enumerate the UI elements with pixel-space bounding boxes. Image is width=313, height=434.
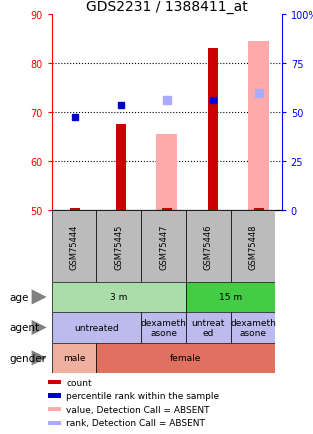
Bar	[231, 312, 275, 343]
Text: dexameth
asone: dexameth asone	[230, 318, 276, 337]
Text: GSM75444: GSM75444	[69, 224, 79, 269]
Bar	[48, 407, 61, 411]
Text: male: male	[63, 354, 85, 362]
Bar	[96, 343, 275, 373]
Bar	[96, 210, 141, 282]
Bar	[115, 125, 126, 210]
Bar	[254, 208, 264, 210]
Bar	[141, 312, 186, 343]
Text: GSM75446: GSM75446	[204, 224, 213, 269]
Polygon shape	[32, 351, 47, 365]
Bar	[69, 208, 80, 210]
Text: value, Detection Call = ABSENT: value, Detection Call = ABSENT	[66, 405, 210, 414]
Text: dexameth
asone: dexameth asone	[141, 318, 187, 337]
Bar	[141, 210, 186, 282]
Text: gender: gender	[9, 353, 46, 363]
Text: agent: agent	[9, 323, 39, 332]
Bar	[231, 210, 275, 282]
Polygon shape	[32, 290, 47, 305]
Bar	[52, 312, 141, 343]
Text: percentile rank within the sample: percentile rank within the sample	[66, 391, 219, 400]
Text: GSM75448: GSM75448	[249, 224, 258, 269]
Title: GDS2231 / 1388411_at: GDS2231 / 1388411_at	[86, 0, 248, 14]
Text: age: age	[9, 293, 29, 302]
Bar	[52, 343, 96, 373]
Bar	[208, 49, 218, 210]
Text: untreated: untreated	[74, 323, 119, 332]
Bar	[48, 380, 61, 385]
Bar	[52, 282, 186, 312]
Bar	[186, 210, 231, 282]
Bar	[48, 394, 61, 398]
Text: female: female	[170, 354, 202, 362]
Text: rank, Detection Call = ABSENT: rank, Detection Call = ABSENT	[66, 418, 205, 427]
Text: count: count	[66, 378, 92, 387]
Text: 15 m: 15 m	[219, 293, 242, 302]
Bar	[162, 208, 172, 210]
Bar	[52, 210, 96, 282]
Bar	[156, 135, 177, 210]
Bar	[186, 312, 231, 343]
Text: GSM75447: GSM75447	[159, 224, 168, 269]
Text: 3 m: 3 m	[110, 293, 127, 302]
Bar	[186, 282, 275, 312]
Text: GSM75445: GSM75445	[114, 224, 123, 269]
Bar	[248, 42, 269, 210]
Polygon shape	[32, 320, 47, 335]
Text: untreat
ed: untreat ed	[192, 318, 225, 337]
Bar	[48, 421, 61, 425]
